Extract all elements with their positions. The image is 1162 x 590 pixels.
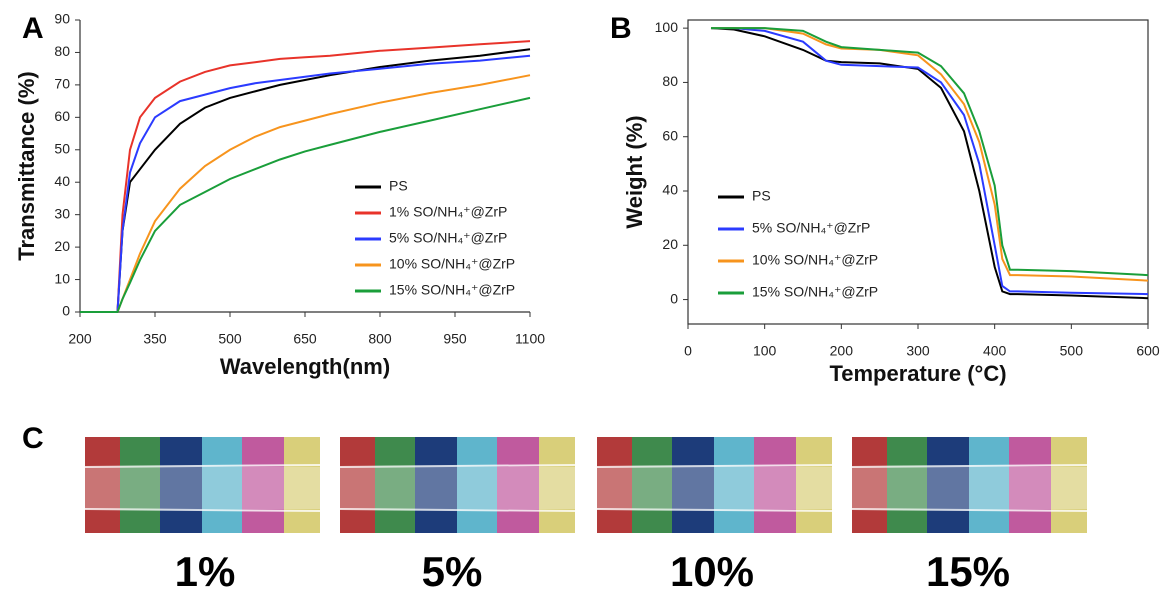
legend-label: 5% SO/NH₄⁺@ZrP (389, 230, 507, 246)
caption: 5% (422, 548, 483, 590)
x-tick-label: 600 (1136, 343, 1160, 359)
y-tick-label: 0 (62, 303, 70, 319)
legend-label: 10% SO/NH₄⁺@ZrP (389, 256, 515, 272)
x-tick-label: 200 (68, 331, 92, 347)
x-axis-title: Wavelength(nm) (220, 354, 390, 379)
y-tick-label: 40 (662, 182, 678, 198)
x-axis-title: Temperature (°C) (829, 361, 1006, 386)
x-tick-label: 350 (143, 331, 167, 347)
chart: B 0 20 40 60 80 100 0 100 200 300 400 500 600 Weight (… (610, 12, 1160, 386)
x-tick-label: 200 (830, 343, 854, 359)
x-tick-label: 500 (1060, 343, 1084, 359)
y-tick-label: 10 (54, 270, 70, 286)
y-tick-label: 50 (54, 140, 70, 156)
legend-label: 5% SO/NH₄⁺@ZrP (752, 220, 870, 236)
data-line (80, 74, 531, 313)
y-tick-label: 80 (662, 73, 678, 89)
photo (340, 437, 575, 533)
y-tick-label: 90 (54, 11, 70, 27)
x-tick-label: 100 (753, 343, 777, 359)
panel-label: B (610, 12, 632, 45)
x-tick-label: 400 (983, 343, 1007, 359)
photo (85, 437, 320, 533)
panel-c: C 1% 5% 10% 15% (22, 422, 1087, 590)
photo (597, 437, 832, 533)
x-tick-label: 950 (443, 331, 467, 347)
panel-label: A (22, 12, 44, 45)
x-tick-label: 1100 (515, 331, 545, 347)
x-tick-label: 650 (293, 331, 317, 347)
y-tick-label: 30 (54, 205, 70, 221)
photo (852, 437, 1087, 533)
y-tick-label: 70 (54, 76, 70, 92)
y-axis-title: Transmittance (%) (14, 71, 39, 261)
y-axis-title: Weight (%) (622, 115, 647, 228)
x-tick-label: 500 (218, 331, 242, 347)
x-tick-label: 0 (684, 343, 692, 359)
caption: 1% (175, 548, 236, 590)
data-line (710, 27, 1149, 300)
legend-label: 15% SO/NH₄⁺@ZrP (752, 284, 878, 300)
y-tick-label: 60 (54, 108, 70, 124)
data-line (80, 96, 531, 313)
y-tick-label: 20 (54, 238, 70, 254)
data-line (80, 54, 531, 313)
data-line (711, 27, 1149, 277)
data-line (80, 40, 531, 313)
plot-frame (687, 19, 1149, 325)
legend-label: 10% SO/NH₄⁺@ZrP (752, 252, 878, 268)
y-tick-label: 80 (54, 43, 70, 59)
y-tick-label: 20 (662, 236, 678, 252)
data-line (711, 27, 1149, 296)
legend-label: 15% SO/NH₄⁺@ZrP (389, 282, 515, 298)
legend-label: PS (389, 178, 408, 194)
chart: A 0 10 20 30 40 50 60 70 80 90 200 350 500 650 800 950 11… (14, 11, 545, 379)
caption: 15% (926, 548, 1010, 590)
y-tick-label: 40 (54, 173, 70, 189)
panel-label: C (22, 422, 44, 455)
legend-label: 1% SO/NH₄⁺@ZrP (389, 204, 507, 220)
x-tick-label: 800 (368, 331, 392, 347)
y-tick-label: 100 (655, 19, 679, 35)
data-line (711, 27, 1149, 282)
y-tick-label: 60 (662, 127, 678, 143)
x-tick-label: 300 (906, 343, 930, 359)
legend-label: PS (752, 188, 771, 204)
caption: 10% (670, 548, 754, 590)
y-tick-label: 0 (670, 290, 678, 306)
